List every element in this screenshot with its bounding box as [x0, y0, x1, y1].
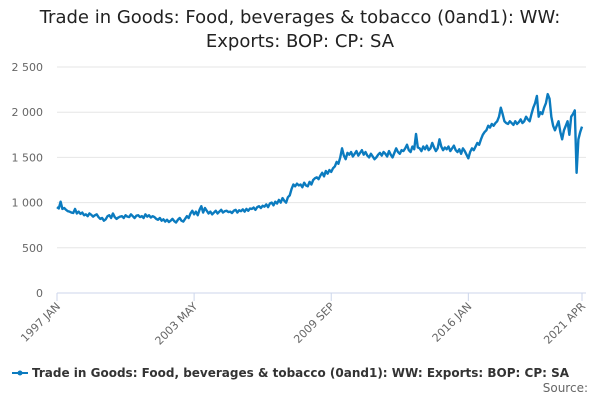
legend-label: Trade in Goods: Food, beverages & tobacc…: [32, 366, 570, 380]
x-tick-label: 2021 APR: [541, 300, 588, 347]
y-tick-label: 2 000: [12, 106, 44, 119]
y-tick-label: 1 500: [12, 151, 44, 164]
y-tick-label: 500: [22, 242, 43, 255]
x-tick-label: 2016 JAN: [430, 300, 475, 345]
y-tick-label: 2 500: [12, 61, 44, 74]
y-tick-label: 0: [36, 287, 43, 300]
source: Source:: [543, 381, 588, 395]
x-tick-label: 1997 JAN: [18, 300, 63, 345]
x-tick-label: 2003 MAY: [153, 300, 201, 348]
chart-title: Trade in Goods: Food, beverages & tobacc…: [39, 7, 561, 52]
data-line: [56, 92, 584, 224]
legend-marker: [17, 370, 23, 376]
y-tick-label: 1 000: [12, 197, 44, 210]
x-tick-label: 2009 SEP: [291, 300, 337, 346]
